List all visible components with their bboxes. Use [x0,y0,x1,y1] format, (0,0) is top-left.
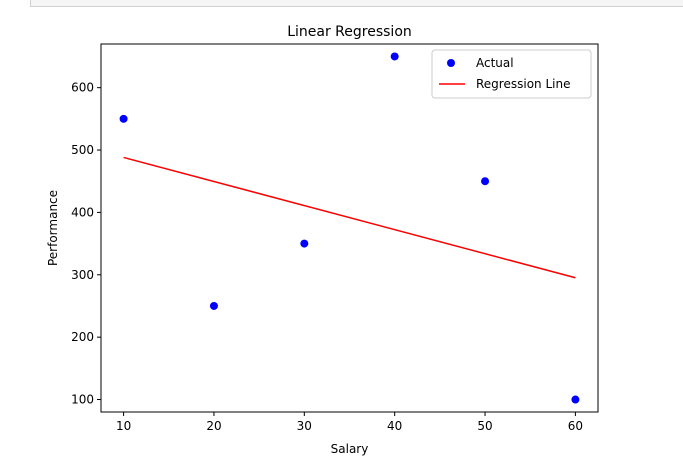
ticks-layer: 10 20 30 40 50 60 100 200 300 400 500 600 [71,81,583,433]
y-tick-label: 300 [71,268,94,282]
notebook-cell-edge [30,0,683,7]
y-tick-label: 600 [71,81,94,95]
y-tick-label: 100 [71,393,94,407]
x-tick-label: 60 [568,419,583,433]
legend-box [431,49,592,99]
data-point [390,52,399,61]
data-point [209,301,218,310]
plot-frame [100,43,599,413]
x-axis-label: Salary [331,442,369,456]
regression-line [123,156,576,279]
y-axis-label: Performance [46,190,60,266]
legend-marker-actual [447,59,455,67]
x-tick-label: 20 [206,419,221,433]
y-tick-label: 500 [71,143,94,157]
plot-layer [119,52,580,404]
data-point [481,177,490,186]
x-tick-label: 30 [297,419,312,433]
legend-label-regression: Regression Line [476,77,570,91]
data-point [119,114,128,123]
x-tick-label: 50 [477,419,492,433]
data-point [571,395,580,404]
y-tick-label: 400 [71,205,94,219]
legend: Actual Regression Line [431,49,592,99]
x-tick-label: 10 [116,419,131,433]
legend-label-actual: Actual [476,56,514,70]
chart-title: Linear Regression [287,24,412,40]
x-tick-label: 40 [387,419,402,433]
data-point [300,239,309,248]
y-tick-label: 200 [71,330,94,344]
